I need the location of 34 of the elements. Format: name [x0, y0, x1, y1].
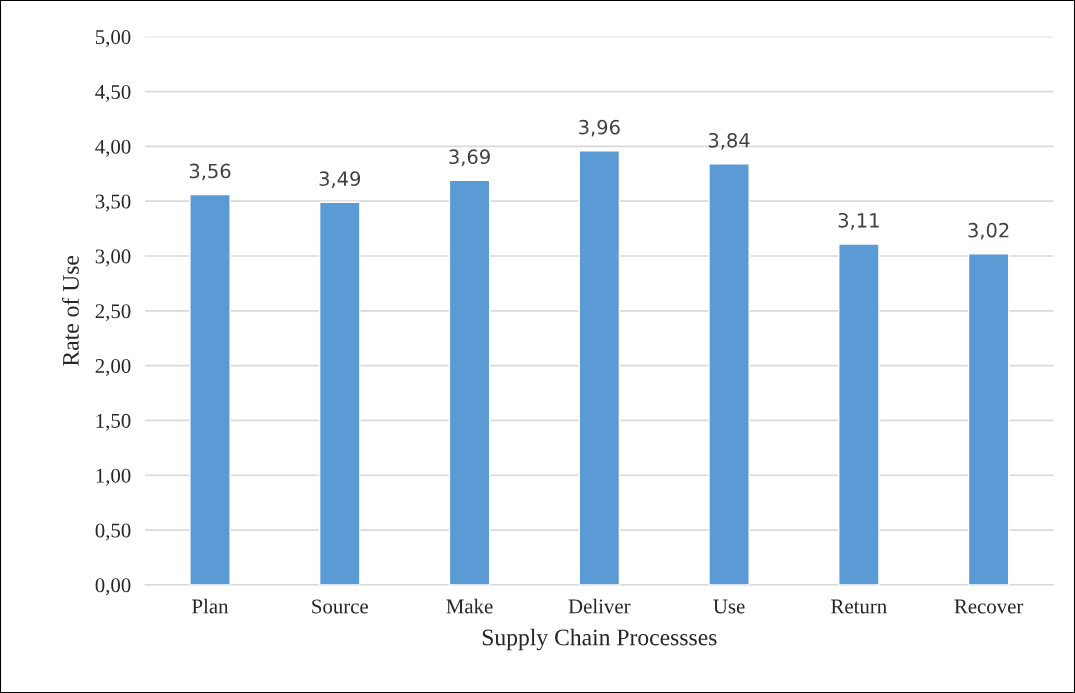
- y-tick-label: 5,00: [95, 30, 131, 48]
- x-tick-label: Deliver: [568, 598, 631, 614]
- y-tick-label: 4,00: [95, 139, 131, 157]
- bar: [189, 193, 231, 585]
- data-label: 3,11: [838, 212, 879, 230]
- bar: [578, 150, 621, 585]
- bar: [838, 243, 880, 585]
- x-tick-label: Return: [831, 599, 887, 614]
- y-tick-label: 0,00: [95, 578, 131, 596]
- y-axis-title: Rate of Use: [62, 255, 79, 366]
- y-tick-label: 3,50: [95, 194, 131, 212]
- x-tick-label: Make: [446, 598, 493, 614]
- y-tick-label: 1,00: [96, 468, 131, 486]
- y-tick-label: 3,00: [95, 249, 131, 267]
- x-tick-label: Use: [713, 599, 745, 614]
- x-tick-label: Recover: [954, 599, 1024, 614]
- data-label: 3,56: [189, 163, 231, 181]
- y-tick-label: 2,50: [95, 304, 131, 322]
- y-tick-label: 4,50: [95, 84, 131, 102]
- data-label: 3,49: [319, 171, 361, 188]
- data-label: 3,84: [708, 132, 750, 150]
- y-tick-label: 0,50: [95, 523, 131, 541]
- y-tick-label: 2,00: [95, 359, 131, 377]
- x-axis-title: Supply Chain Processses: [482, 628, 717, 651]
- bar: [967, 253, 1010, 585]
- bar: [318, 201, 361, 585]
- x-tick-label: Plan: [192, 598, 229, 614]
- x-tick-label: Source: [312, 599, 368, 614]
- bar: [708, 163, 750, 585]
- y-tick-label: 1,50: [96, 413, 131, 431]
- bar: [448, 179, 491, 585]
- data-label: 3,02: [968, 222, 1009, 240]
- data-label: 3,96: [579, 119, 620, 137]
- data-label: 3,69: [449, 149, 490, 167]
